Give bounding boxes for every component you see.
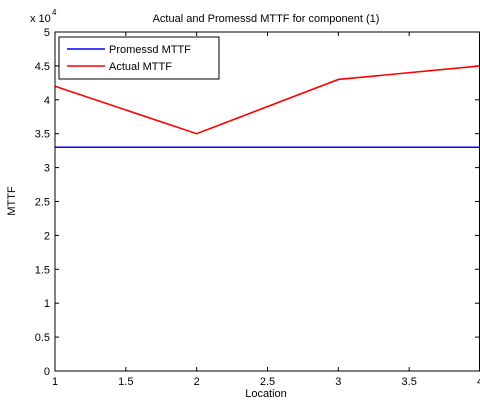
y-axis-label: MTTF xyxy=(6,186,18,216)
x-tick-label: 2 xyxy=(194,376,200,388)
series-line-1 xyxy=(54,65,480,135)
legend-entry: Promessd MTTF xyxy=(109,44,191,56)
legend-box xyxy=(58,36,220,80)
y-tick-label: 2 xyxy=(44,230,50,242)
x-tick-label: 4 xyxy=(477,376,480,388)
y-tick-label: 3 xyxy=(44,163,50,175)
y-tick-label: 1 xyxy=(44,298,50,310)
x-tick-label: 1 xyxy=(52,376,58,388)
y-tick-label: 4.5 xyxy=(35,61,50,73)
y-tick-label: 1.5 xyxy=(35,264,50,276)
chart-title: Actual and Promessd MTTF for component (… xyxy=(153,13,380,25)
y-tick-label: 5 xyxy=(44,27,50,39)
y-exponent-label: x 10 xyxy=(30,13,51,25)
x-tick-label: 3 xyxy=(335,376,341,388)
legend-entry: Actual MTTF xyxy=(109,61,172,73)
y-tick-label: 3.5 xyxy=(35,129,50,141)
series-lines xyxy=(54,65,480,149)
y-tick-label: 0.5 xyxy=(35,332,50,344)
x-tick-label: 1.5 xyxy=(118,376,133,388)
y-exponent-power: 4 xyxy=(52,8,57,17)
plot-frame xyxy=(54,31,480,372)
y-tick-label: 4 xyxy=(44,95,50,107)
y-tick-label: 2.5 xyxy=(35,197,50,209)
x-tick-label: 2.5 xyxy=(260,376,275,388)
y-tick-label: 0 xyxy=(44,366,50,378)
axis-ticks: 1 1.5 2 2.5 3 3.5 4 0 0.5 1 1.5 2 2.5 3 3.5 4 4.5 5 xyxy=(35,27,480,388)
legend: Promessd MTTF Actual MTTF xyxy=(58,36,220,80)
x-axis-label: Location xyxy=(245,388,287,400)
x-tick-label: 3.5 xyxy=(402,376,417,388)
